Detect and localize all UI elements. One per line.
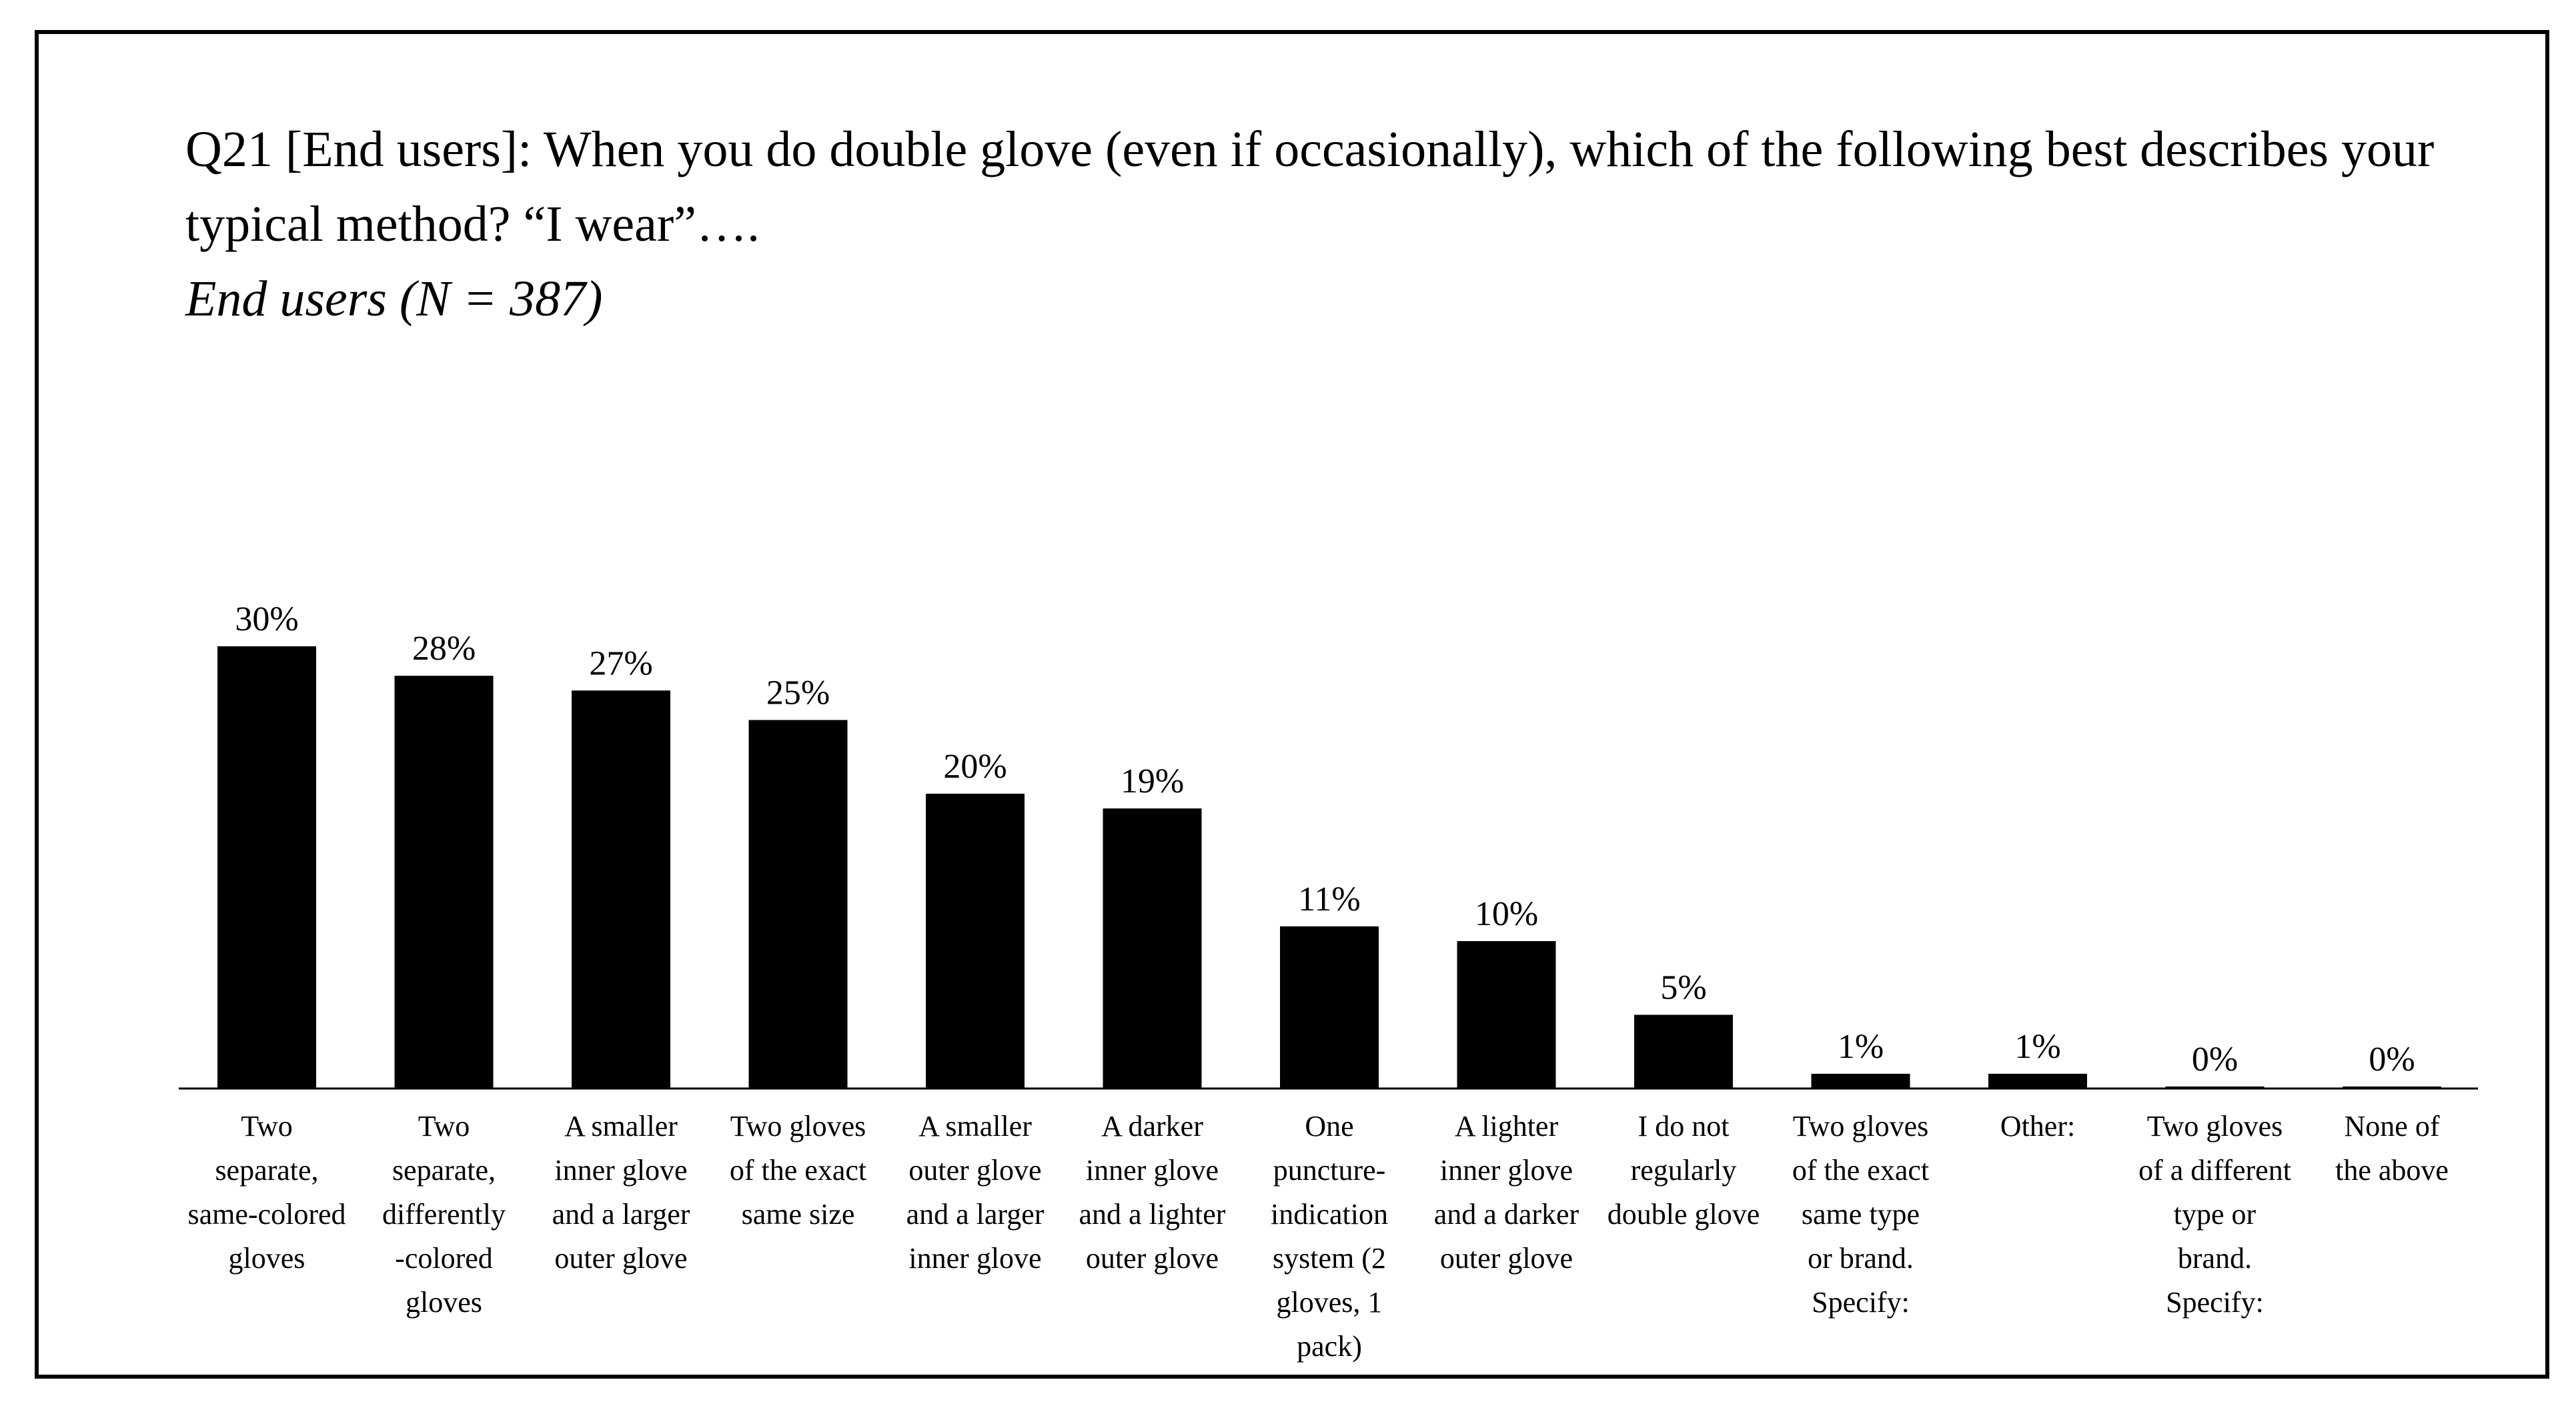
x-tick-label-line: A lighter	[1455, 1110, 1559, 1143]
x-tick-label-line: Other:	[2000, 1110, 2075, 1143]
x-tick-label-line: inner glove	[908, 1242, 1041, 1275]
x-tick-label: None of the above	[2335, 1110, 2449, 1187]
bar	[1457, 941, 1556, 1089]
data-label: 5%	[1660, 969, 1706, 1007]
data-label: 0%	[2369, 1040, 2415, 1079]
x-tick-label-line: and a lighter	[1079, 1198, 1226, 1231]
x-tick-label-line: and a larger	[906, 1198, 1045, 1231]
x-tick-label-line: None of	[2345, 1110, 2440, 1143]
x-tick-label: Other:	[2000, 1110, 2075, 1143]
x-tick-label-line: double glove	[1607, 1198, 1760, 1231]
chart-title: Q21 [End users]: When you do double glov…	[185, 121, 2435, 252]
data-label: 1%	[2014, 1028, 2060, 1066]
bar	[2343, 1087, 2441, 1089]
x-tick-label-line: differently	[382, 1198, 506, 1231]
bar	[1988, 1073, 2087, 1089]
bar	[2165, 1087, 2265, 1089]
x-tick-label: Two gloves of the exact same type or brand.…	[1792, 1110, 1929, 1319]
x-tick-label-line: inner glove	[554, 1154, 687, 1187]
x-tick-label-line: gloves, 1	[1277, 1286, 1383, 1319]
x-tick-label: One puncture-indication system (2 gloves, 1…	[1271, 1110, 1388, 1363]
x-tick-label-line: indication	[1271, 1198, 1388, 1231]
data-label: 0%	[2192, 1040, 2238, 1079]
x-tick-label-line: of the exact	[1792, 1154, 1929, 1187]
data-label: 11%	[1298, 880, 1360, 918]
x-tick-label: Two gloves of the exact same size	[730, 1110, 866, 1231]
x-tick-label-line: or brand.	[1808, 1242, 1914, 1275]
x-tick-label-line: of the exact	[730, 1154, 866, 1187]
x-tick-label-line: A smaller	[564, 1110, 678, 1143]
x-tick-label-line: gloves	[229, 1242, 305, 1275]
x-tick-label-line: inner glove	[1086, 1154, 1219, 1187]
x-tick-label-line: separate,	[215, 1154, 318, 1187]
x-tick-label-line: One	[1305, 1110, 1353, 1143]
bar	[1811, 1073, 1910, 1089]
x-tick-label-line: and a darker	[1434, 1198, 1579, 1231]
x-tick-label: Two separate, same-colored gloves	[188, 1110, 346, 1275]
bar	[394, 676, 494, 1089]
x-tick-label-line: Two gloves	[1793, 1110, 1928, 1143]
x-tick-label-line: inner glove	[1440, 1154, 1573, 1187]
x-tick-label-line: outer glove	[908, 1154, 1041, 1187]
x-tick-label: A smaller inner glove and a larger outer gl…	[552, 1110, 690, 1275]
x-tick-label-line: same type	[1802, 1198, 1920, 1231]
x-tick-label: Two separate, differently -colored gloves	[382, 1110, 506, 1319]
bar	[748, 720, 848, 1089]
x-tick-label-line: Two	[241, 1110, 293, 1143]
x-tick-label-line: Specify:	[2166, 1286, 2264, 1319]
data-label: 27%	[589, 644, 652, 682]
data-label: 1%	[1838, 1028, 1884, 1066]
x-tick-label: A lighter inner glove and a darker outer gl…	[1434, 1110, 1579, 1275]
x-tick-label: Two gloves of a different type or brand. Spe…	[2138, 1110, 2291, 1319]
x-tick-label: A darker inner glove and a lighter outer gl…	[1079, 1110, 1226, 1275]
x-tick-label-line: puncture-	[1273, 1154, 1386, 1187]
x-tick-label-line: Two gloves	[2147, 1110, 2283, 1143]
x-tick-label-line: of a different	[2138, 1154, 2291, 1187]
x-tick-label: A smaller outer glove and a larger inner gl…	[906, 1110, 1045, 1275]
chart-subtitle: End users (N = 387)	[185, 271, 603, 327]
x-tick-label-line: brand.	[2178, 1242, 2252, 1275]
data-label: 19%	[1121, 762, 1184, 800]
x-tick-label-line: Two gloves	[730, 1110, 866, 1143]
data-label: 30%	[235, 600, 298, 638]
bar	[217, 646, 316, 1089]
data-label: 25%	[766, 674, 830, 712]
x-tick-label-line: same size	[742, 1198, 855, 1231]
bar	[572, 690, 670, 1089]
data-label: 20%	[943, 748, 1007, 786]
x-tick-label-line: same-colored	[188, 1198, 346, 1231]
x-tick-label-line: Specify:	[1812, 1286, 1910, 1319]
x-tick-label-line: and a larger	[552, 1198, 690, 1231]
bar	[1634, 1014, 1733, 1089]
x-tick-label-line: outer glove	[1440, 1242, 1573, 1275]
x-tick-label-line: A smaller	[918, 1110, 1032, 1143]
data-label: 10%	[1475, 895, 1538, 933]
x-tick-label-line: Two	[418, 1110, 470, 1143]
bar	[926, 794, 1025, 1089]
x-tick-label-line: -colored	[395, 1242, 493, 1275]
x-tick-label-line: pack)	[1297, 1330, 1362, 1363]
x-tick-label-line: separate,	[392, 1154, 496, 1187]
x-tick-label-line: the above	[2335, 1154, 2449, 1187]
x-tick-label-line: regularly	[1631, 1154, 1737, 1187]
x-tick-label-line: outer glove	[1086, 1242, 1219, 1275]
x-tick-label-line: system (2	[1273, 1242, 1386, 1275]
x-tick-label-line: A darker	[1101, 1110, 1203, 1143]
x-tick-label-line: type or	[2174, 1198, 2257, 1231]
x-tick-label-line: gloves	[406, 1286, 482, 1319]
data-label: 28%	[412, 630, 476, 668]
bar	[1103, 808, 1202, 1089]
x-tick-label-line: I do not	[1638, 1110, 1730, 1143]
bar	[1280, 926, 1379, 1089]
x-tick-label-line: outer glove	[554, 1242, 687, 1275]
x-tick-label: I do not regularly double glove	[1607, 1110, 1760, 1231]
